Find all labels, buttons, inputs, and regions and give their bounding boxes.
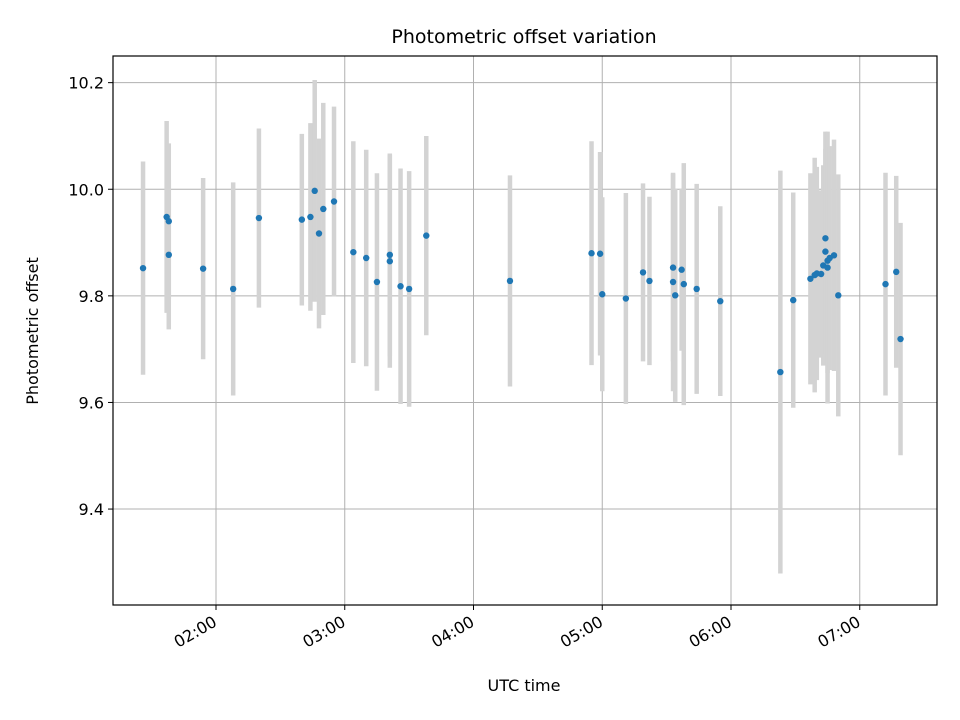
data-point <box>790 296 797 304</box>
data-point <box>622 295 630 302</box>
data-point <box>680 280 687 288</box>
data-point <box>599 291 606 298</box>
y-tick-label: 9.8 <box>79 287 104 306</box>
data-points <box>139 187 904 376</box>
data-point <box>717 297 724 305</box>
data-point <box>693 285 700 293</box>
data-point <box>822 248 829 255</box>
data-point <box>672 292 679 299</box>
data-point <box>822 235 829 242</box>
data-point <box>596 250 604 257</box>
y-axis-title: Photometric offset <box>23 257 42 405</box>
grid <box>113 56 937 605</box>
data-point <box>669 264 677 271</box>
data-point <box>199 265 207 272</box>
data-point <box>330 198 338 205</box>
data-point <box>824 264 831 271</box>
data-point <box>307 213 314 221</box>
plot-frame <box>112 55 938 606</box>
data-point <box>165 251 172 259</box>
data-point <box>298 216 306 223</box>
data-point <box>506 277 514 285</box>
y-axis-ticks: 9.4 9.6 9.8 10.0 10.2 <box>68 74 113 519</box>
data-point <box>255 214 263 222</box>
data-point <box>373 278 381 286</box>
data-point <box>817 270 825 278</box>
data-point <box>363 254 370 262</box>
data-point <box>897 335 904 343</box>
data-point <box>807 275 814 282</box>
data-point <box>405 285 413 293</box>
data-point <box>350 248 357 256</box>
chart-title: Photometric offset variation <box>391 26 656 48</box>
data-point <box>588 250 595 257</box>
data-point <box>830 252 838 259</box>
data-point <box>386 258 394 265</box>
x-axis-title: UTC time <box>488 676 561 695</box>
data-point <box>315 230 323 237</box>
y-tick-label: 10.2 <box>68 74 104 93</box>
data-point <box>320 205 327 213</box>
data-point <box>639 269 647 276</box>
data-point <box>835 292 842 299</box>
data-point <box>893 268 900 276</box>
y-tick-label: 10.0 <box>68 180 104 199</box>
data-point <box>397 283 404 290</box>
data-point <box>386 251 394 259</box>
data-point <box>423 232 430 239</box>
y-tick-label: 9.4 <box>79 500 104 519</box>
data-point <box>882 280 889 288</box>
data-point <box>139 264 147 272</box>
data-point <box>777 368 784 376</box>
data-point <box>646 277 653 285</box>
data-point <box>678 266 685 273</box>
data-point <box>311 187 318 195</box>
y-tick-label: 9.6 <box>79 393 104 412</box>
data-point <box>165 218 172 225</box>
data-point <box>229 285 237 293</box>
data-point <box>669 278 677 286</box>
